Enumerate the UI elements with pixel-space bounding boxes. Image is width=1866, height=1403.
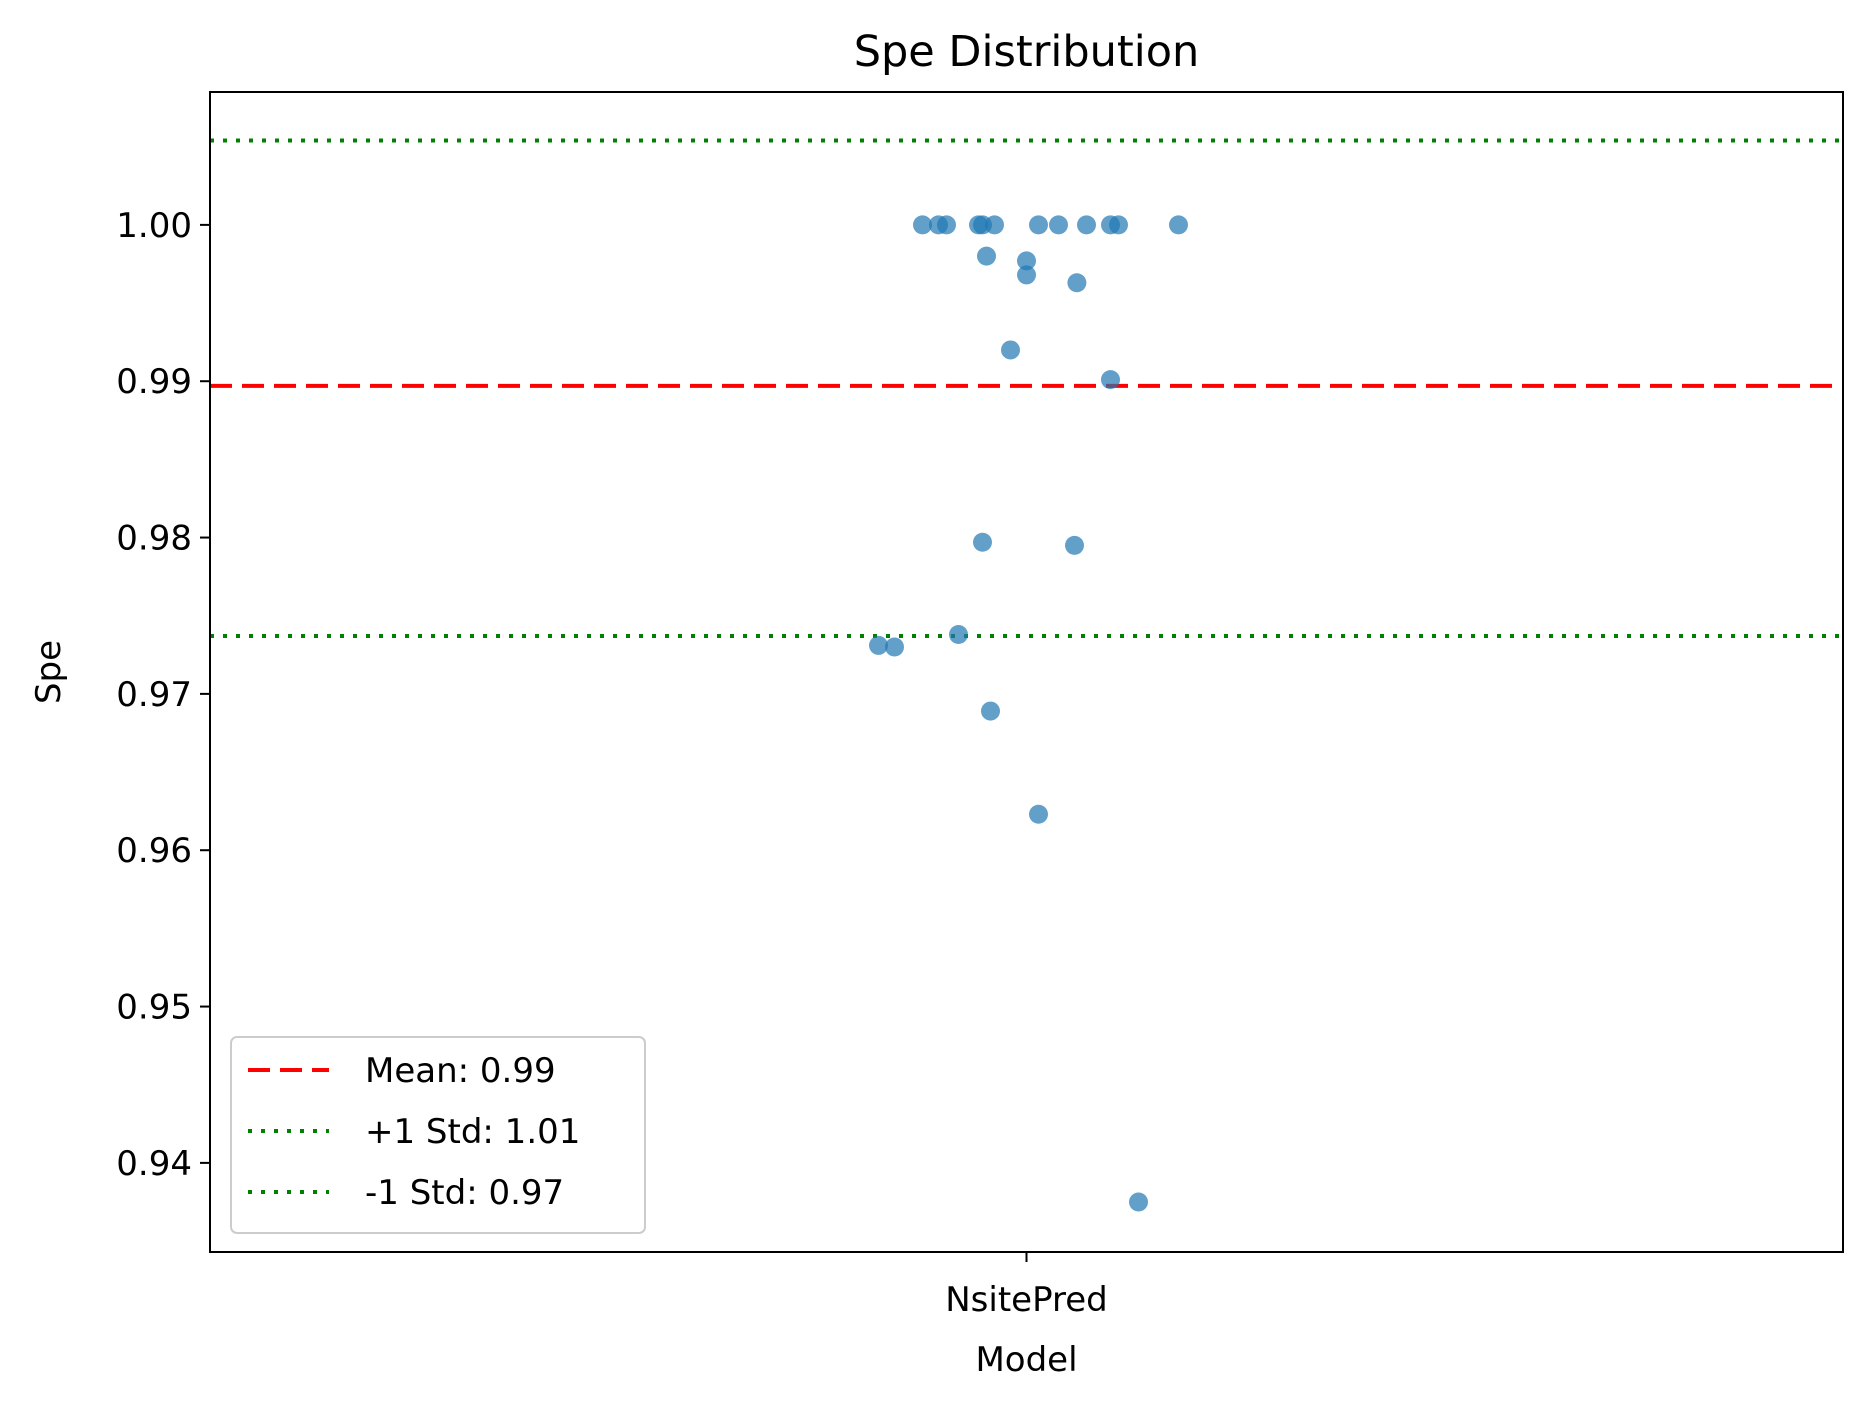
plot-area (209, 91, 1844, 1253)
chart-title: Spe Distribution (854, 27, 1200, 77)
data-point (977, 246, 996, 266)
data-point (1001, 340, 1020, 360)
data-point (1029, 215, 1048, 235)
data-point (985, 215, 1004, 235)
y-tick-label: 0.99 (116, 362, 192, 402)
data-point (1077, 215, 1096, 235)
x-tick-label: NsitePred (945, 1280, 1107, 1320)
data-point (885, 637, 904, 657)
data-point (1029, 804, 1048, 824)
x-axis-ticks: NsitePred (945, 1252, 1108, 1320)
data-point (1067, 273, 1087, 293)
legend-label-plus_std: +1 Std: 1.01 (365, 1112, 580, 1152)
y-tick-label: 0.94 (116, 1144, 192, 1184)
x-axis-label: Model (975, 1340, 1077, 1380)
data-point (1101, 370, 1120, 390)
data-point (1017, 251, 1036, 271)
data-point (1169, 215, 1188, 235)
data-point (981, 701, 1000, 721)
y-tick-label: 1.00 (116, 206, 192, 246)
y-tick-label: 0.96 (116, 831, 192, 871)
data-point (937, 215, 956, 235)
data-point (1017, 265, 1036, 285)
y-tick-label: 0.98 (116, 519, 192, 559)
legend: Mean: 0.99 +1 Std: 1.01 -1 Std: 0.97 (230, 1036, 646, 1234)
data-point (949, 624, 968, 644)
data-point (869, 635, 888, 655)
data-point (913, 215, 932, 235)
data-point (1065, 535, 1084, 555)
legend-box (230, 1036, 646, 1234)
data-point (1049, 215, 1068, 235)
data-point (1109, 215, 1128, 235)
y-tick-label: 0.97 (116, 675, 192, 715)
y-tick-label: 0.95 (116, 988, 192, 1028)
y-axis-ticks: 0.94 0.95 0.96 0.97 0.98 0.99 1.00 (116, 206, 210, 1184)
legend-label-mean: Mean: 0.99 (365, 1051, 556, 1091)
data-point (973, 532, 992, 552)
y-axis-label: Spe (29, 640, 69, 704)
data-point (1129, 1192, 1148, 1212)
legend-label-minus_std: -1 Std: 0.97 (365, 1173, 564, 1213)
